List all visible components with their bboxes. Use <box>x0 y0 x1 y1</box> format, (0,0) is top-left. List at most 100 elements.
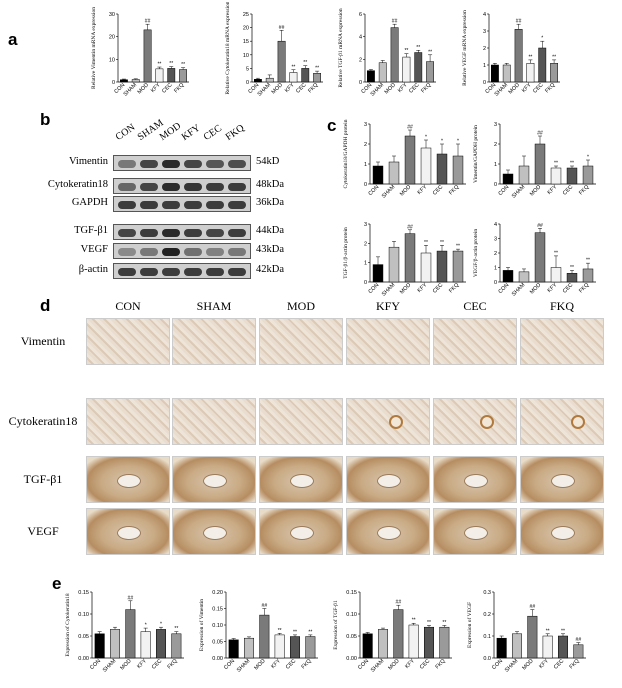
bar-fkq <box>582 165 594 185</box>
ihc-image <box>259 318 343 365</box>
ihc-row-label: VEGF <box>27 524 59 538</box>
y-tick-label: 3 <box>364 222 367 228</box>
significance-mark: ** <box>570 161 574 167</box>
bar-con <box>496 637 507 659</box>
x-tick-label: FKQ <box>420 82 433 95</box>
ihc-row-label: TGF-β1 <box>23 472 63 486</box>
significance-mark: ## <box>530 604 536 610</box>
blot-band <box>140 248 158 256</box>
x-tick-label: MOD <box>387 658 400 671</box>
ihc-column-header: CON <box>115 299 141 313</box>
x-tick-label: CEC <box>532 82 544 94</box>
bar-fkq <box>313 73 322 83</box>
significance-mark: ## <box>392 19 398 25</box>
y-tick-label: 0.15 <box>346 590 357 596</box>
blot-row-label: Vimentin <box>68 156 108 167</box>
blot-band <box>140 160 158 168</box>
y-tick-label: 0.1 <box>483 634 491 640</box>
uterine-lumen <box>117 473 141 488</box>
x-tick-label: FKQ <box>307 82 320 95</box>
significance-mark: ** <box>570 265 574 271</box>
y-tick-label: 4 <box>483 12 486 18</box>
x-tick-label: MOD <box>399 282 412 295</box>
significance-mark: ## <box>396 600 402 606</box>
x-tick-label: FKQ <box>301 658 314 671</box>
blot-row-label: TGF-β1 <box>74 225 108 236</box>
chart-a-tgfb1: Relative TGF-β1 mRNA expression 0246CONSH… <box>338 8 436 98</box>
blot-band <box>140 268 158 276</box>
bar-mod <box>514 29 523 83</box>
ihc-image <box>346 318 430 365</box>
y-tick-label: 0.3 <box>483 590 491 596</box>
chart-c-tgfb1: TGF-β1/β-actin protein 0 1 2 3 CON SHAM ## MOD **… <box>343 222 466 298</box>
panel-label-a: a <box>8 30 18 49</box>
blot-band <box>228 229 246 237</box>
ihc-column-header: MOD <box>286 299 315 313</box>
blot-band <box>118 183 136 191</box>
blot-band <box>162 229 180 237</box>
blot-strip <box>113 243 251 259</box>
ihc-image <box>86 398 170 445</box>
bar-con <box>366 70 375 83</box>
x-tick-label: FKQ <box>578 282 591 295</box>
significance-mark: ** <box>552 54 556 60</box>
x-tick-label: CON <box>368 282 381 295</box>
x-tick-label: SHAM <box>511 184 527 200</box>
blot-band <box>140 229 158 237</box>
y-axis-label: TGF-β1/β-actin protein <box>343 227 349 279</box>
panel-label-d: d <box>40 296 51 315</box>
bar-kfy <box>550 267 562 283</box>
x-tick-label: SHAM <box>257 82 273 98</box>
uterine-lumen <box>551 473 575 488</box>
y-tick-label: 25 <box>243 12 249 18</box>
y-tick-label: 15 <box>243 39 249 45</box>
bar-mod <box>277 40 286 83</box>
bar-kfy <box>289 72 298 83</box>
blot-band <box>162 160 180 168</box>
bar-kfy <box>140 631 151 659</box>
y-tick-label: 0.15 <box>78 590 89 596</box>
x-tick-label: KFY <box>397 82 409 94</box>
blot-band <box>162 201 180 209</box>
bar-con <box>228 639 239 659</box>
x-tick-label: KFY <box>136 658 148 670</box>
y-tick-label: 2 <box>364 241 367 247</box>
y-tick-label: 0.20 <box>212 590 223 596</box>
y-tick-label: 1 <box>494 266 497 272</box>
significance-mark: ** <box>169 61 173 67</box>
blot-band <box>206 268 224 276</box>
chart-e-tgfb1: Expression of TGF-β1 0.00 0.05 0.10 0.15 CON S… <box>332 590 452 674</box>
bar-cec <box>538 47 547 83</box>
blot-band <box>184 160 202 168</box>
uterine-lumen <box>290 473 314 488</box>
blot-strip <box>113 224 251 240</box>
bar-kfy <box>550 167 562 185</box>
bar-mod <box>527 615 538 659</box>
significance-mark: ## <box>537 223 543 229</box>
bar-cec <box>155 629 167 659</box>
ihc-image <box>433 508 517 555</box>
x-tick-label: CEC <box>432 184 444 196</box>
stained-gland <box>389 415 403 429</box>
y-tick-label: 2 <box>494 251 497 257</box>
significance-mark: ## <box>407 125 413 131</box>
significance-mark: ** <box>157 62 161 68</box>
ihc-image <box>172 318 256 365</box>
blot-band <box>162 248 180 256</box>
blot-band <box>206 201 224 209</box>
chart-c-vegf: VEGF/β-actin protein 0 1 2 3 4 CON SHAM ## MOD ** K… <box>473 222 596 298</box>
blot-band <box>228 201 246 209</box>
y-tick-label: 0 <box>494 182 497 188</box>
ihc-image <box>259 398 343 445</box>
ihc-column-header: FKQ <box>549 299 574 313</box>
bar-fkq <box>573 644 584 659</box>
chart-a-vegf: Relative VEGF mRNA expression 01234CONSHA… <box>462 10 560 98</box>
bar-mod <box>259 614 270 659</box>
x-tick-label: CEC <box>562 282 574 294</box>
bar-con <box>372 264 384 283</box>
bar-mod <box>404 135 416 185</box>
x-tick-label: MOD <box>529 184 542 197</box>
blot-band <box>118 160 136 168</box>
x-tick-label: MOD <box>384 82 397 95</box>
significance-mark: ** <box>554 250 558 256</box>
